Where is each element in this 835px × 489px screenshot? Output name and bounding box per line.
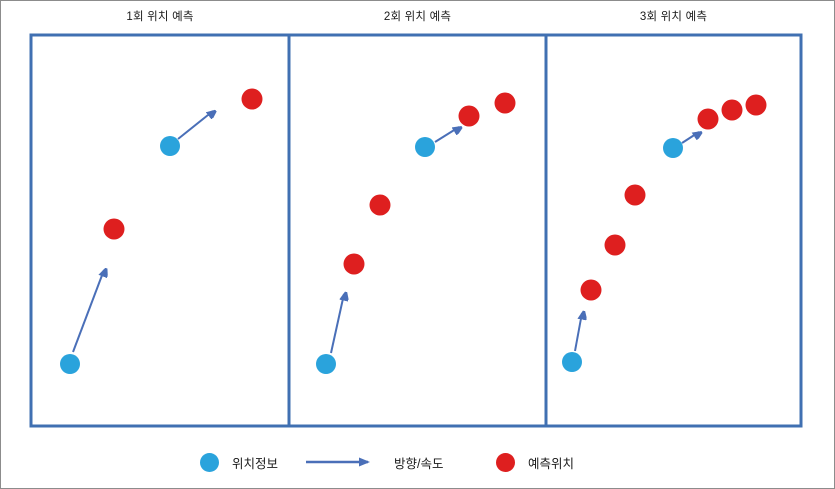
predicted-dot: [458, 105, 480, 127]
predicted-dot: [103, 218, 125, 240]
panel-3-frame: [544, 33, 803, 428]
predicted-dot: [369, 194, 391, 216]
velocity-arrow: [177, 111, 213, 140]
predicted-dot: [494, 92, 516, 114]
location-dot: [60, 354, 80, 374]
velocity-arrow: [72, 270, 104, 353]
velocity-arrow: [330, 294, 344, 354]
panel-title-1: 1회 위치 예측: [126, 11, 194, 23]
legend-item-predicted: 예측위치: [496, 450, 574, 474]
location-dot-icon: [200, 452, 219, 472]
predicted-dot: [343, 253, 365, 275]
panel-title-2: 2회 위치 예측: [383, 11, 452, 23]
legend-label-predicted: 예측위치: [528, 456, 575, 471]
velocity-arrow: [681, 132, 699, 144]
location-dot: [415, 137, 435, 157]
location-dot: [562, 352, 582, 372]
legend-item-location: 위치정보: [200, 450, 278, 474]
predicted-dot: [697, 108, 719, 130]
location-dot: [160, 136, 180, 156]
velocity-arrow-icon: [306, 457, 370, 467]
legend-label-direction: 방향/속도: [394, 456, 444, 471]
location-dot: [316, 354, 336, 374]
predicted-dot: [580, 279, 602, 301]
predicted-dot: [624, 184, 646, 206]
predicted-dot: [241, 88, 263, 110]
predicted-dot: [604, 234, 626, 256]
predicted-dot: [745, 94, 767, 116]
location-dot: [663, 138, 683, 158]
predicted-dot: [721, 99, 743, 121]
panel-title-3: 3회 위치 예측: [639, 11, 708, 23]
predicted-dot-icon: [496, 452, 515, 472]
velocity-arrow: [434, 127, 459, 143]
legend-label-location: 위치정보: [232, 456, 279, 471]
legend-item-direction: 방향/속도: [305, 450, 443, 474]
velocity-arrow: [574, 313, 582, 352]
